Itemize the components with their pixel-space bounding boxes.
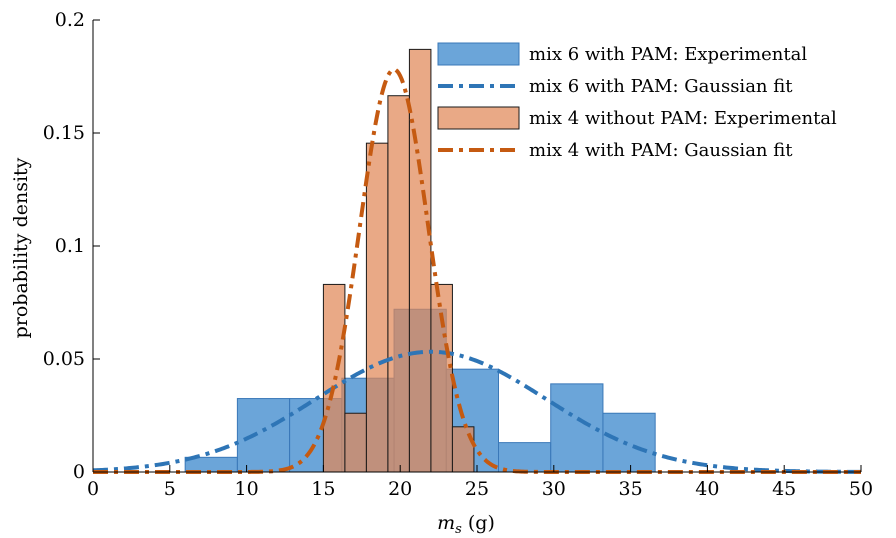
mix4-bar-2 xyxy=(365,142,389,473)
y-tick-label: 0.05 xyxy=(43,348,85,370)
x-tick-label: 30 xyxy=(542,478,566,500)
x-tick-label: 45 xyxy=(772,478,796,500)
y-tick-label: 0.1 xyxy=(55,235,85,257)
legend-entry-label: mix 6 with PAM: Experimental xyxy=(529,44,807,65)
legend-swatch xyxy=(437,106,520,130)
x-tick-label: 5 xyxy=(164,478,176,500)
mix4-bar-1 xyxy=(344,412,367,473)
mix6-gaussian-fit-line xyxy=(92,349,862,474)
x-tick-label: 35 xyxy=(619,478,643,500)
mix6-bar-6 xyxy=(498,442,552,473)
legend-swatch xyxy=(437,42,520,66)
mix4-bar-5 xyxy=(430,283,453,473)
x-tick-label: 0 xyxy=(87,478,99,500)
y-tick-label: 0.2 xyxy=(55,9,85,31)
x-tick-label: 25 xyxy=(465,478,489,500)
x-tick-label: 40 xyxy=(695,478,719,500)
x-axis-label: ms (g) xyxy=(437,512,495,537)
x-tick-label: 15 xyxy=(311,478,335,500)
y-tick-label: 0.15 xyxy=(43,122,85,144)
x-tick-label: 10 xyxy=(235,478,259,500)
axes: 0 0.05 0.1 0.15 0.2 0 5 10 15 20 25 30 35 40 45 50 xyxy=(43,9,873,500)
y-tick-label: 0 xyxy=(73,461,85,483)
legend-entry-label: mix 4 without PAM: Experimental xyxy=(529,108,837,129)
mix6-bar-8 xyxy=(602,412,656,473)
mix6-bar-1 xyxy=(236,398,291,473)
mix6-bar-7 xyxy=(550,383,604,473)
x-tick-label: 50 xyxy=(849,478,873,500)
x-tick-label: 20 xyxy=(388,478,412,500)
mix4-bar-3 xyxy=(387,95,410,473)
y-axis-label: probability density xyxy=(10,157,32,338)
legend: mix 6 with PAM: Experimental mix 6 with P… xyxy=(437,42,837,161)
legend-entry-label: mix 4 with PAM: Gaussian fit xyxy=(529,140,793,161)
mix4-bar-4 xyxy=(408,48,432,473)
legend-entry-label: mix 6 with PAM: Gaussian fit xyxy=(529,76,793,97)
